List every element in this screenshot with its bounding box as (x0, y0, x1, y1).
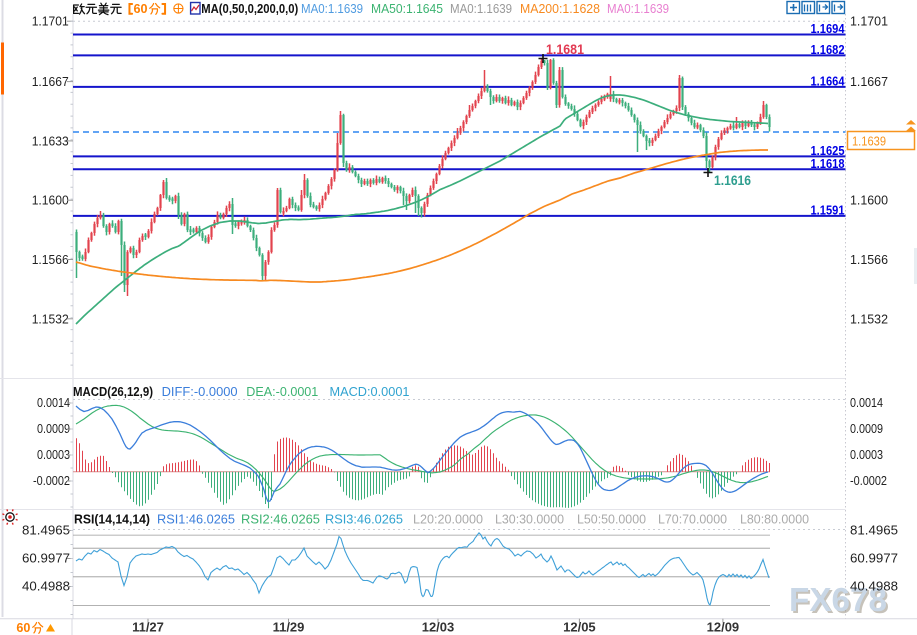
svg-text:0.0003: 0.0003 (850, 447, 883, 462)
svg-text:11/29: 11/29 (273, 620, 305, 635)
svg-text:60.9977: 60.9977 (850, 551, 898, 566)
svg-text:1.1625: 1.1625 (811, 143, 845, 158)
svg-text:1.1694: 1.1694 (811, 21, 846, 36)
svg-text:L70:70.0000: L70:70.0000 (658, 512, 727, 527)
svg-text:1.1591: 1.1591 (811, 202, 845, 217)
svg-text:MA(0,50,0,200,0,0): MA(0,50,0,200,0,0) (201, 1, 298, 16)
svg-text:1.1532: 1.1532 (850, 311, 888, 326)
svg-text:L50:50.0000: L50:50.0000 (577, 512, 646, 527)
svg-text:1.1667: 1.1667 (32, 74, 69, 89)
svg-text:60: 60 (134, 1, 148, 16)
svg-text:60: 60 (16, 620, 30, 635)
svg-text:81.4965: 81.4965 (850, 523, 898, 538)
svg-text:1.1664: 1.1664 (811, 73, 846, 88)
svg-text:1.1618: 1.1618 (811, 156, 845, 171)
svg-text:MACD:0.0001: MACD:0.0001 (330, 384, 410, 399)
svg-text:11/27: 11/27 (132, 620, 164, 635)
svg-text:-0.0002: -0.0002 (850, 473, 887, 488)
svg-text:0.0003: 0.0003 (37, 447, 70, 462)
svg-text:RSI2:46.0265: RSI2:46.0265 (241, 512, 320, 527)
svg-text:40.4988: 40.4988 (850, 579, 898, 594)
svg-text:1.1682: 1.1682 (811, 42, 845, 57)
svg-text:MA0:1.1639: MA0:1.1639 (450, 1, 512, 16)
svg-text:DEA:-0.0001: DEA:-0.0001 (246, 384, 318, 399)
svg-text:FX678: FX678 (791, 583, 889, 620)
svg-text:12/05: 12/05 (563, 620, 596, 635)
svg-text:60.9977: 60.9977 (22, 551, 70, 566)
svg-text:FX678: FX678 (789, 581, 887, 618)
svg-text:L80:80.0000: L80:80.0000 (740, 512, 809, 527)
svg-text:1.1639: 1.1639 (852, 134, 886, 149)
svg-text:1.1532: 1.1532 (32, 311, 69, 326)
svg-text:81.4965: 81.4965 (22, 523, 70, 538)
svg-text:MA50:1.1645: MA50:1.1645 (371, 1, 443, 16)
svg-text:DIFF:-0.0000: DIFF:-0.0000 (162, 384, 238, 399)
svg-text:RSI3:46.0265: RSI3:46.0265 (325, 512, 403, 527)
svg-text:MA0:1.1639: MA0:1.1639 (607, 1, 669, 16)
svg-text:12/03: 12/03 (422, 620, 455, 635)
svg-text:L20:20.0000: L20:20.0000 (413, 512, 483, 527)
svg-text:12/09: 12/09 (707, 620, 740, 635)
svg-text:1.1600: 1.1600 (32, 193, 69, 208)
svg-text:1.1616: 1.1616 (714, 173, 751, 188)
svg-text:MA0:1.1639: MA0:1.1639 (301, 1, 363, 16)
svg-text:1.1566: 1.1566 (850, 252, 888, 267)
svg-text:0.0009: 0.0009 (850, 421, 883, 436)
svg-text:40.4988: 40.4988 (22, 579, 70, 594)
svg-text:0.0014: 0.0014 (37, 395, 70, 410)
svg-text:RSI(14,14,14): RSI(14,14,14) (74, 512, 150, 527)
svg-text:1.1600: 1.1600 (850, 193, 888, 208)
svg-text:1.1701: 1.1701 (850, 14, 888, 29)
svg-text:-0.0002: -0.0002 (33, 473, 70, 488)
svg-text:MACD(26,12,9): MACD(26,12,9) (73, 384, 153, 399)
svg-text:0.0009: 0.0009 (37, 421, 70, 436)
svg-text:0.0014: 0.0014 (850, 395, 883, 410)
svg-text:1.1681: 1.1681 (546, 42, 584, 57)
svg-text:1.1667: 1.1667 (850, 74, 888, 89)
svg-text:MA200:1.1628: MA200:1.1628 (520, 1, 600, 16)
svg-text:1.1633: 1.1633 (32, 133, 69, 148)
svg-text:1.1566: 1.1566 (32, 252, 69, 267)
svg-text:L30:30.0000: L30:30.0000 (495, 512, 564, 527)
svg-text:1.1701: 1.1701 (32, 14, 69, 29)
svg-text:RSI1:46.0265: RSI1:46.0265 (157, 512, 235, 527)
